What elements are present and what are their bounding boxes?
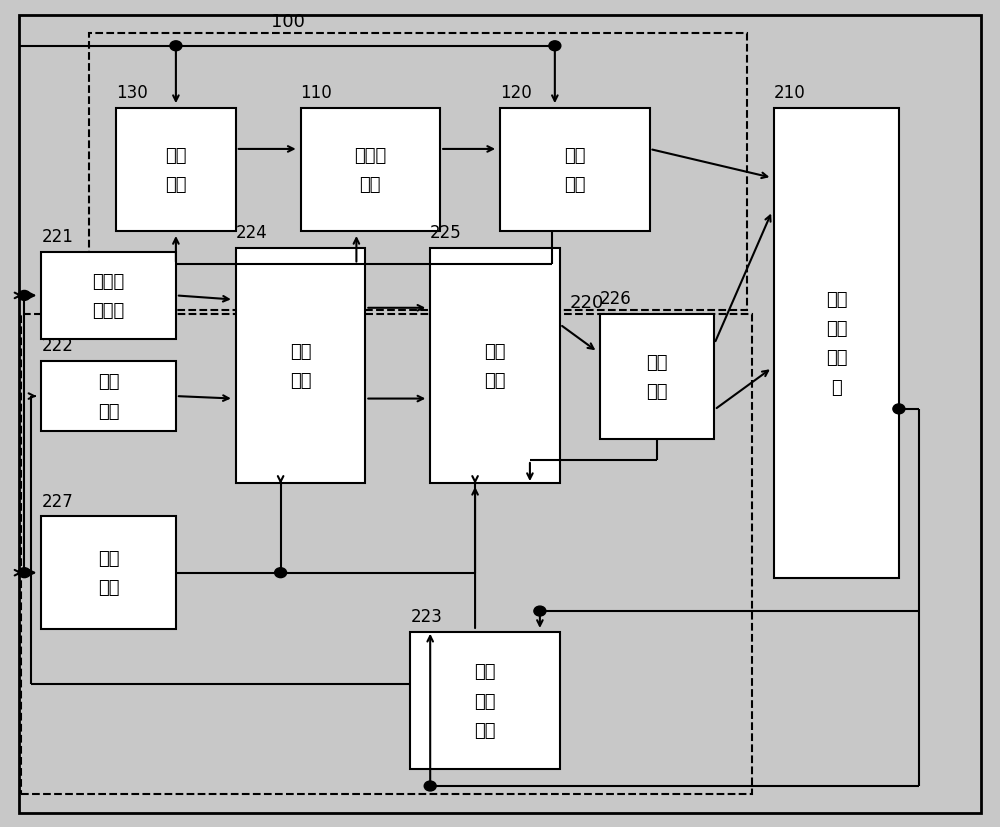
Text: 风力机
模型: 风力机 模型 [354,146,386,194]
Text: 坐标
变换: 坐标 变换 [646,354,668,401]
Text: 100: 100 [271,13,305,31]
Text: 221: 221 [41,228,73,246]
Text: 电流
控制: 电流 控制 [484,342,506,390]
Text: 功率
控制: 功率 控制 [290,342,311,390]
Bar [500,108,650,232]
Text: 轴系
模型: 轴系 模型 [564,146,586,194]
Circle shape [170,42,182,51]
Text: 130: 130 [116,84,148,102]
Text: 控制
保护: 控制 保护 [98,549,119,596]
Circle shape [424,782,436,791]
Bar [41,517,176,629]
Bar [41,253,176,339]
Text: 222: 222 [41,337,73,355]
Bar [430,249,560,484]
Circle shape [549,42,561,51]
Bar [600,314,714,440]
Circle shape [275,568,287,578]
Text: 双馈
感应
发电
机: 双馈 感应 发电 机 [826,291,847,396]
Text: 224: 224 [236,224,267,242]
Text: 桨距
控制: 桨距 控制 [165,146,187,194]
Text: 210: 210 [774,84,806,102]
Text: 120: 120 [500,84,532,102]
Bar [410,632,560,770]
Bar [301,108,440,232]
Bar [21,314,752,794]
Text: 电压
电流
测量: 电压 电流 测量 [474,662,496,739]
Bar [116,108,236,232]
Bar [774,108,899,578]
Text: 220: 220 [570,294,604,311]
Text: 最大风
能追踪: 最大风 能追踪 [92,272,125,319]
Circle shape [18,291,30,301]
Circle shape [18,568,30,578]
Circle shape [893,404,905,414]
Bar [41,361,176,432]
Text: 225: 225 [430,224,462,242]
Bar [89,35,747,310]
Text: 226: 226 [600,290,631,308]
Text: 110: 110 [301,84,332,102]
Circle shape [534,606,546,616]
Text: 223: 223 [410,607,442,625]
Bar [236,249,365,484]
Text: 227: 227 [41,492,73,510]
Text: 功率
测量: 功率 测量 [98,373,119,420]
